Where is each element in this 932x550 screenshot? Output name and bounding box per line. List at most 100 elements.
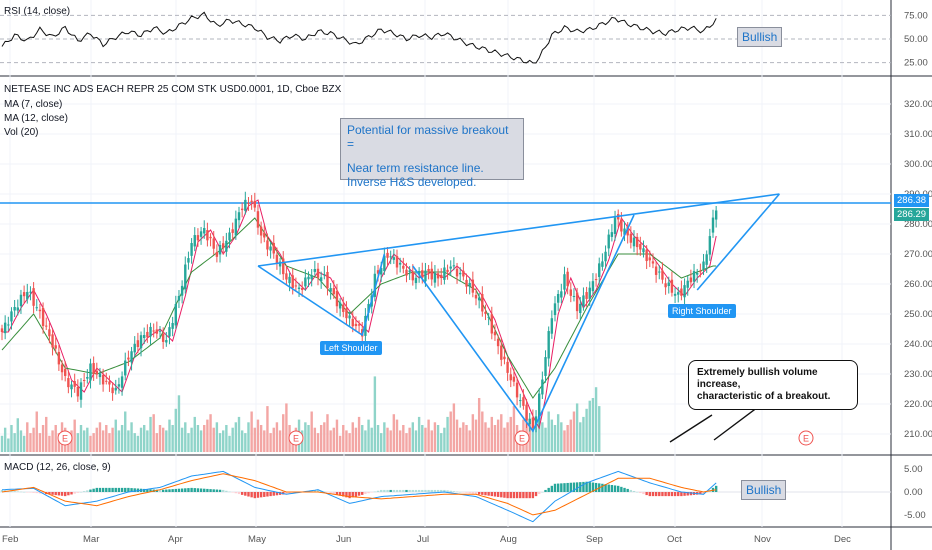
- breakout-note: Potential for massive breakout = Near te…: [340, 118, 524, 189]
- month-tick-Dec: Dec: [834, 534, 851, 545]
- volume-bar-29: [92, 433, 95, 452]
- candle-body-37: [117, 384, 121, 387]
- volume-bar-28: [89, 435, 92, 452]
- volume-bar-135: [427, 419, 430, 452]
- macd-hist-87: [275, 492, 279, 496]
- volume-bar-119: [376, 425, 380, 452]
- volume-bar-47: [149, 416, 152, 452]
- volume-bar-133: [421, 425, 424, 452]
- price-tick-270: 270.00: [904, 249, 932, 260]
- candle-body-62: [196, 235, 200, 241]
- volume-bar-137: [433, 422, 437, 452]
- candle-body-192: [607, 234, 610, 249]
- candle-body-190: [601, 261, 604, 267]
- candle-body-98: [310, 275, 313, 280]
- macd-hist-151: [477, 492, 481, 495]
- volume-bar-181: [572, 411, 576, 452]
- candle-body-89: [282, 258, 285, 275]
- volume-bar-104: [329, 430, 332, 452]
- macd-hist-127: [402, 489, 405, 492]
- volume-bar-111: [351, 422, 354, 452]
- macd-hist-13: [41, 492, 45, 494]
- macd-hist-76: [240, 492, 244, 495]
- volume-bar-108: [342, 425, 345, 452]
- candle-body-161: [509, 374, 512, 381]
- candle-body-137: [433, 272, 437, 283]
- right-shoulder-trendline: [696, 193, 781, 291]
- macd-hist-133: [421, 489, 424, 492]
- volume-bar-12: [38, 433, 42, 452]
- candle-body-176: [556, 293, 560, 303]
- macd-hist-16: [51, 492, 54, 495]
- candle-body-174: [550, 318, 554, 334]
- candle-body-125: [395, 256, 399, 268]
- volume-bar-46: [146, 430, 149, 452]
- volume-bar-109: [345, 430, 348, 452]
- volume-bar-60: [190, 427, 193, 452]
- macd-hist-20: [64, 492, 67, 497]
- candle-body-36: [114, 387, 117, 391]
- volume-bar-77: [244, 433, 247, 452]
- candle-body-166: [525, 404, 528, 421]
- volume-bar-87: [275, 422, 279, 452]
- volume-bar-8: [26, 422, 29, 452]
- macd-hist-17: [54, 492, 57, 496]
- volume-bar-150: [474, 419, 478, 452]
- volume-bar-179: [566, 425, 569, 452]
- month-tick-Sep: Sep: [586, 534, 603, 545]
- macd-hist-100: [316, 489, 320, 492]
- macd-hist-125: [395, 489, 399, 492]
- macd-hist-111: [351, 492, 354, 498]
- volume-bar-13: [41, 425, 45, 452]
- candle-body-4: [13, 306, 16, 311]
- candle-body-15: [48, 329, 51, 337]
- symbol-title: NETEASE INC ADS EACH REPR 25 COM STK USD…: [4, 84, 342, 95]
- volume-bar-52: [165, 430, 168, 452]
- candle-body-126: [398, 262, 402, 265]
- volume-bar-122: [386, 427, 389, 452]
- macd-hist-117: [370, 492, 373, 493]
- macd-hist-26: [82, 491, 86, 492]
- volume-bar-124: [392, 414, 396, 452]
- candle-body-82: [259, 226, 263, 236]
- volume-bar-140: [443, 427, 446, 452]
- macd-hist-179: [566, 482, 569, 492]
- candle-body-191: [604, 251, 607, 262]
- volume-bar-180: [569, 419, 572, 452]
- volume-bar-105: [332, 427, 335, 452]
- macd-hist-42: [133, 488, 136, 492]
- macd-hist-222: [702, 492, 705, 495]
- macd-hist-70: [222, 489, 225, 492]
- macd-tick--5: -5.00: [904, 510, 926, 521]
- macd-hist-186: [588, 482, 591, 492]
- breakout-title: Potential for massive breakout =: [347, 123, 509, 151]
- macd-hist-104: [329, 492, 332, 494]
- candle-body-165: [522, 397, 525, 406]
- volume-bar-72: [228, 435, 231, 452]
- macd-hist-3: [10, 490, 13, 492]
- macd-hist-196: [620, 486, 623, 492]
- earnings-marker-label-0: E: [62, 434, 68, 444]
- candle-body-23: [73, 381, 76, 387]
- candle-body-162: [512, 376, 516, 382]
- candle-body-65: [206, 230, 209, 241]
- candle-body-175: [553, 303, 557, 316]
- macd-hist-21: [67, 492, 70, 496]
- macd-hist-22: [70, 492, 73, 495]
- candle-body-155: [490, 314, 493, 334]
- candle-body-67: [212, 238, 215, 249]
- candle-body-22: [70, 384, 73, 390]
- candle-body-210: [664, 283, 667, 288]
- candle-body-180: [569, 289, 572, 296]
- macd-hist-79: [250, 492, 253, 498]
- volume-bar-53: [168, 419, 171, 452]
- volume-bar-15: [48, 435, 51, 452]
- macd-hist-147: [465, 492, 468, 493]
- candle-body-132: [417, 270, 421, 275]
- volume-bar-159: [503, 427, 506, 452]
- month-tick-May: May: [248, 534, 266, 545]
- macd-hist-173: [547, 487, 550, 492]
- candle-body-39: [124, 360, 127, 376]
- macd-hist-152: [481, 492, 484, 495]
